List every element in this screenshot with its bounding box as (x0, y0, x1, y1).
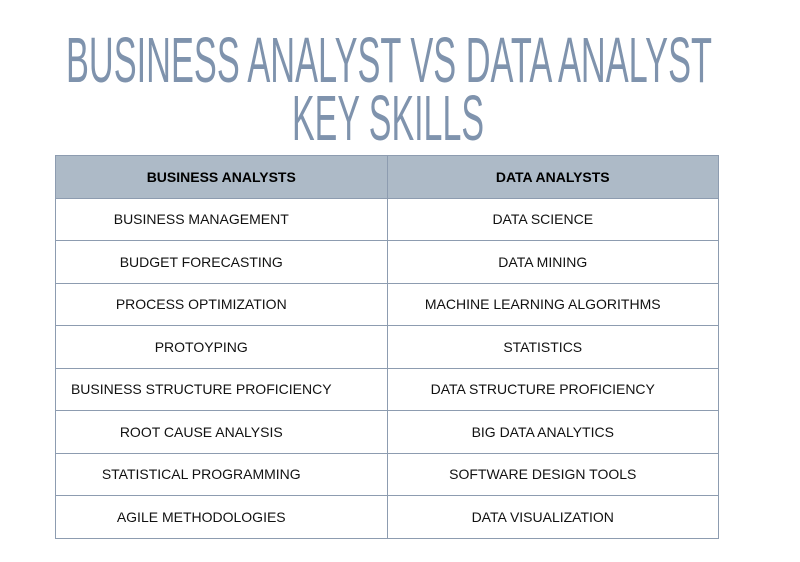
data-skill-cell: MACHINE LEARNING ALGORITHMS (386, 282, 719, 326)
table-row: ROOT CAUSE ANALYSIS BIG DATA ANALYTICS (55, 410, 719, 454)
skills-table: BUSINESS ANALYSTS DATA ANALYSTS BUSINESS… (55, 155, 719, 539)
business-skill-cell: BUSINESS STRUCTURE PROFICIENCY (55, 367, 388, 411)
data-skill-cell: DATA VISUALIZATION (386, 495, 719, 539)
business-skill-cell: AGILE METHODOLOGIES (55, 495, 388, 539)
table-row: BUSINESS MANAGEMENT DATA SCIENCE (55, 197, 719, 241)
table-row: STATISTICAL PROGRAMMING SOFTWARE DESIGN T… (55, 452, 719, 496)
table-row: PROCESS OPTIMIZATION MACHINE LEARNING ALG… (55, 282, 719, 326)
title-line-2: KEY SKILLS (292, 82, 484, 150)
table-body: BUSINESS MANAGEMENT DATA SCIENCE BUDGET FO… (55, 197, 719, 539)
header-business-analysts: BUSINESS ANALYSTS (55, 155, 388, 199)
data-skill-cell: DATA MINING (386, 240, 719, 284)
data-skill-cell: STATISTICS (386, 325, 719, 369)
business-skill-cell: BUDGET FORECASTING (55, 240, 388, 284)
table-row: BUSINESS STRUCTURE PROFICIENCY DATA STRUC… (55, 367, 719, 411)
data-skill-cell: DATA SCIENCE (386, 197, 719, 241)
title: BUSINESS ANALYST VS DATA ANALYST KEY SKI… (66, 24, 712, 150)
business-skill-cell: PROTOYPING (55, 325, 388, 369)
table-row: PROTOYPING STATISTICS (55, 325, 719, 369)
business-skill-cell: ROOT CAUSE ANALYSIS (55, 410, 388, 454)
data-skill-cell: SOFTWARE DESIGN TOOLS (386, 452, 719, 496)
data-skill-cell: DATA STRUCTURE PROFICIENCY (386, 367, 719, 411)
table-row: BUDGET FORECASTING DATA MINING (55, 240, 719, 284)
business-skill-cell: PROCESS OPTIMIZATION (55, 282, 388, 326)
business-skill-cell: BUSINESS MANAGEMENT (55, 197, 388, 241)
title-line-1: BUSINESS ANALYST VS DATA ANALYST (66, 24, 712, 96)
header-row: BUSINESS ANALYSTS DATA ANALYSTS (55, 155, 719, 199)
data-skill-cell: BIG DATA ANALYTICS (386, 410, 719, 454)
table-row: AGILE METHODOLOGIES DATA VISUALIZATION (55, 495, 719, 539)
business-skill-cell: STATISTICAL PROGRAMMING (55, 452, 388, 496)
header-data-analysts: DATA ANALYSTS (386, 155, 719, 199)
